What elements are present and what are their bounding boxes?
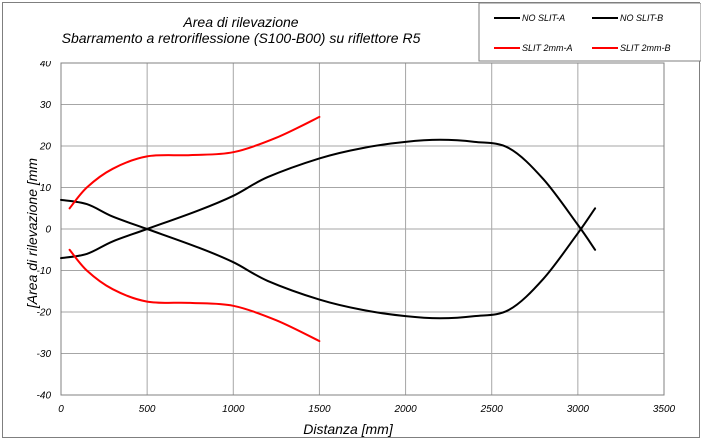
- series-lines: [60, 115, 597, 343]
- x-axis-title: Distanza [mm]: [303, 421, 394, 437]
- grid-lines: [60, 62, 665, 396]
- legend-label: NO SLIT-B: [620, 13, 663, 23]
- legend-label: SLIT 2mm-A: [522, 43, 573, 53]
- legend-label: NO SLIT-A: [522, 13, 565, 23]
- x-axis-ticks: 0 500 1000 1500 2000 2500 3000 3500: [58, 404, 675, 415]
- series-line-slit-2mm-b: [68, 248, 321, 343]
- y-tick-label: 30: [40, 100, 52, 111]
- y-tick-label: -20: [37, 308, 52, 319]
- x-tick-label: 1500: [308, 404, 331, 415]
- series-line-slit-2mm-a: [68, 115, 321, 210]
- y-axis-ticks: 40 30 20 10 0 -10 -20 -30 -40: [37, 59, 52, 402]
- title-background: [3, 3, 479, 61]
- y-tick-label: 40: [40, 59, 52, 70]
- chart-title: Area di rilevazione: [182, 14, 298, 30]
- legend-label: SLIT 2mm-B: [620, 43, 671, 53]
- legend-box: [478, 3, 701, 62]
- chart-svg: 0 500 1000 1500 2000 2500 3000 3500 40 30 20 10 0 -1…: [3, 3, 701, 437]
- y-tick-label: -40: [37, 391, 52, 402]
- x-tick-label: 2500: [480, 404, 504, 415]
- x-tick-label: 3000: [567, 404, 590, 415]
- x-tick-label: 500: [139, 404, 156, 415]
- y-tick-label: 20: [39, 142, 52, 153]
- chart-subtitle: Sbarramento a retroriflessione (S100-B00…: [62, 30, 421, 46]
- x-tick-label: 0: [58, 404, 64, 415]
- series-line-no-slit-b: [60, 138, 597, 260]
- y-tick-label: 0: [45, 225, 51, 236]
- legend: NO SLIT-A NO SLIT-B SLIT 2mm-A SLIT 2mm-B: [478, 3, 701, 62]
- x-tick-label: 3500: [653, 404, 676, 415]
- y-tick-label: -30: [37, 349, 52, 360]
- x-tick-label: 2000: [393, 404, 417, 415]
- y-tick-label: 10: [40, 183, 52, 194]
- series-line-no-slit-a: [60, 198, 597, 320]
- y-tick-label: -10: [37, 266, 52, 277]
- plot-area: [60, 62, 665, 396]
- y-axis-title: [Area di rilevazione [mm: [24, 158, 40, 310]
- x-tick-label: 1000: [222, 404, 245, 415]
